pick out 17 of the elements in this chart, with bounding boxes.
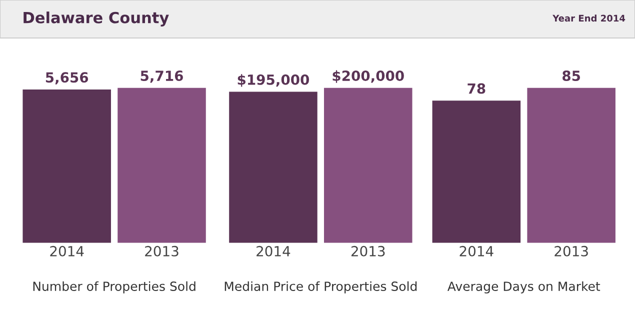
x-tick-label: 2013 <box>351 246 385 256</box>
x-tick-label: 2014 <box>460 246 494 256</box>
data-label: 5,656 <box>46 72 88 84</box>
x-axis-title: Average Days on Market <box>447 281 600 294</box>
data-label: $195,000 <box>238 74 310 87</box>
data-label: 5,716 <box>140 70 183 83</box>
x-tick-label: 2013 <box>145 246 178 256</box>
data-label: 85 <box>562 70 580 82</box>
data-label: $200,000 <box>332 70 404 83</box>
data-label: 78 <box>468 83 486 94</box>
x-axis-title: Median Price of Properties Sold <box>224 281 417 294</box>
x-tick-label: 2014 <box>256 246 290 256</box>
chart-subtitle: Year End 2014 <box>552 14 626 22</box>
x-tick-label: 2014 <box>50 246 84 256</box>
x-tick-label: 2013 <box>554 246 588 256</box>
chart-title: Delaware County <box>24 12 169 26</box>
x-axis-title: Number of Properties Sold <box>33 281 196 294</box>
